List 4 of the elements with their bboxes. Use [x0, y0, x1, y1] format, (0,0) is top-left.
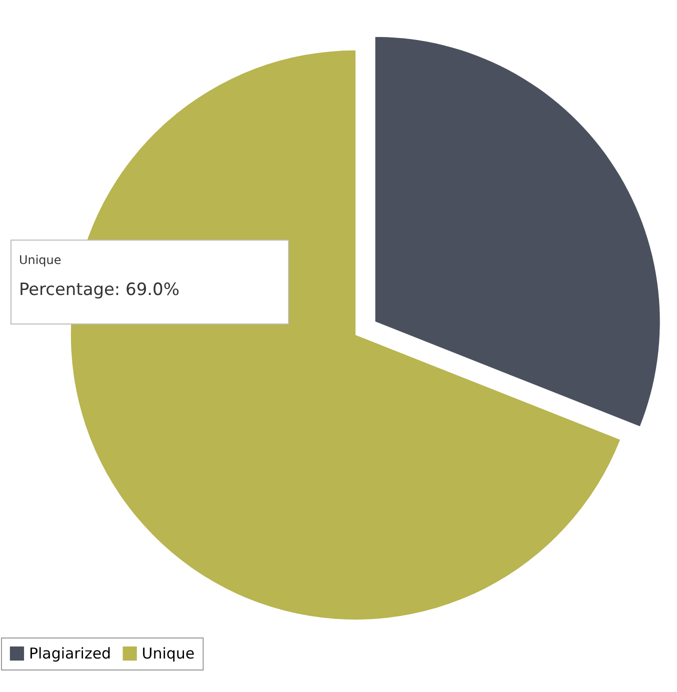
- legend-label: Unique: [142, 644, 195, 663]
- legend-label: Plagiarized: [28, 644, 112, 663]
- text: Unique: [18, 253, 62, 268]
- text: Percentage: 69.0%: [18, 280, 180, 300]
